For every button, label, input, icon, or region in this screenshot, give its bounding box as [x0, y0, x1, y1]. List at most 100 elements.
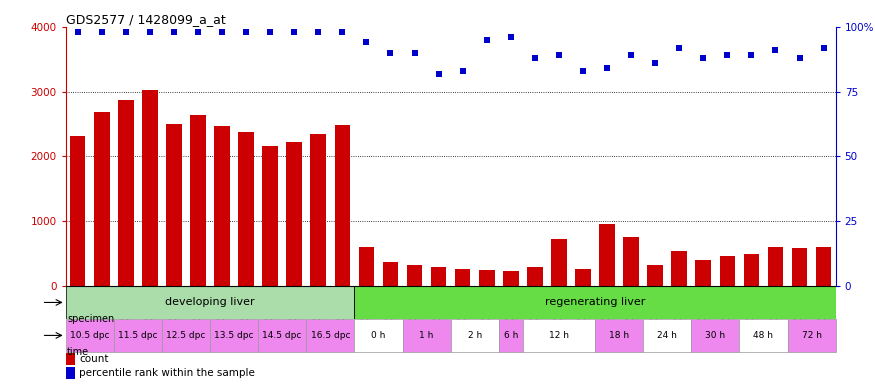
- Point: [816, 45, 830, 51]
- Point: [239, 29, 253, 35]
- Text: 13.5 dpc: 13.5 dpc: [214, 331, 254, 340]
- Bar: [503, 271, 519, 286]
- Bar: [623, 237, 639, 286]
- Bar: [430, 267, 446, 286]
- Point: [383, 50, 397, 56]
- Bar: [70, 136, 86, 286]
- Point: [119, 29, 133, 35]
- Text: developing liver: developing liver: [165, 298, 255, 308]
- Text: 0 h: 0 h: [371, 331, 386, 340]
- Bar: [527, 267, 542, 286]
- Text: GDS2577 / 1428099_a_at: GDS2577 / 1428099_a_at: [66, 13, 226, 26]
- Bar: [210, 319, 258, 352]
- Text: 48 h: 48 h: [753, 331, 774, 340]
- Bar: [575, 269, 591, 286]
- Bar: [238, 132, 254, 286]
- Point: [431, 70, 445, 76]
- Bar: [402, 319, 451, 352]
- Bar: [66, 286, 354, 319]
- Point: [793, 55, 807, 61]
- Bar: [551, 239, 567, 286]
- Point: [263, 29, 277, 35]
- Text: percentile rank within the sample: percentile rank within the sample: [80, 368, 256, 378]
- Bar: [114, 319, 162, 352]
- Bar: [118, 100, 134, 286]
- Bar: [214, 126, 230, 286]
- Text: 2 h: 2 h: [467, 331, 482, 340]
- Bar: [595, 319, 643, 352]
- Point: [408, 50, 422, 56]
- Point: [312, 29, 326, 35]
- Bar: [696, 260, 711, 286]
- Bar: [334, 125, 350, 286]
- Bar: [407, 265, 423, 286]
- Point: [167, 29, 181, 35]
- Point: [287, 29, 301, 35]
- Point: [745, 52, 759, 58]
- Point: [456, 68, 470, 74]
- Bar: [166, 124, 182, 286]
- Point: [672, 45, 686, 51]
- Bar: [691, 319, 739, 352]
- Bar: [66, 353, 75, 365]
- Point: [648, 60, 662, 66]
- Point: [94, 29, 108, 35]
- Point: [624, 52, 638, 58]
- Bar: [719, 256, 735, 286]
- Point: [143, 29, 157, 35]
- Bar: [455, 269, 471, 286]
- Bar: [306, 319, 354, 352]
- Text: regenerating liver: regenerating liver: [545, 298, 645, 308]
- Bar: [479, 270, 494, 286]
- Bar: [451, 319, 499, 352]
- Bar: [767, 247, 783, 286]
- Text: 16.5 dpc: 16.5 dpc: [311, 331, 350, 340]
- Point: [215, 29, 229, 35]
- Text: 10.5 dpc: 10.5 dpc: [70, 331, 109, 340]
- Point: [504, 34, 518, 40]
- Point: [696, 55, 710, 61]
- Text: 14.5 dpc: 14.5 dpc: [262, 331, 302, 340]
- Bar: [66, 367, 75, 379]
- Text: count: count: [80, 354, 109, 364]
- Text: specimen: specimen: [67, 314, 115, 324]
- Point: [720, 52, 734, 58]
- Text: time: time: [67, 347, 89, 357]
- Point: [71, 29, 85, 35]
- Bar: [286, 142, 302, 286]
- Point: [768, 47, 782, 53]
- Bar: [354, 286, 836, 319]
- Bar: [258, 319, 306, 352]
- Bar: [671, 251, 687, 286]
- Text: 18 h: 18 h: [609, 331, 629, 340]
- Point: [480, 37, 494, 43]
- Text: 30 h: 30 h: [705, 331, 725, 340]
- Bar: [739, 319, 788, 352]
- Bar: [792, 248, 808, 286]
- Bar: [382, 262, 398, 286]
- Point: [335, 29, 349, 35]
- Text: 1 h: 1 h: [419, 331, 434, 340]
- Point: [360, 39, 374, 45]
- Bar: [816, 247, 831, 286]
- Point: [576, 68, 590, 74]
- Bar: [359, 247, 374, 286]
- Bar: [744, 254, 760, 286]
- Bar: [499, 319, 523, 352]
- Bar: [142, 90, 158, 286]
- Bar: [643, 319, 691, 352]
- Bar: [523, 319, 595, 352]
- Bar: [648, 265, 663, 286]
- Text: 12 h: 12 h: [549, 331, 569, 340]
- Bar: [162, 319, 210, 352]
- Text: 12.5 dpc: 12.5 dpc: [166, 331, 206, 340]
- Point: [600, 65, 614, 71]
- Bar: [788, 319, 836, 352]
- Text: 6 h: 6 h: [504, 331, 518, 340]
- Bar: [94, 113, 109, 286]
- Point: [191, 29, 205, 35]
- Point: [528, 55, 542, 61]
- Point: [552, 52, 566, 58]
- Bar: [354, 319, 402, 352]
- Text: 11.5 dpc: 11.5 dpc: [118, 331, 158, 340]
